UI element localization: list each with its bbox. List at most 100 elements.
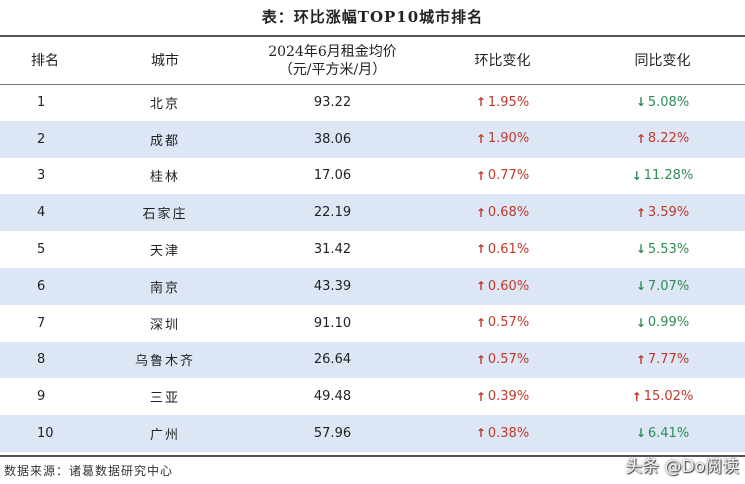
cell-rank: 3 bbox=[37, 168, 46, 184]
mom-change: ↑ 0.57% bbox=[476, 352, 529, 367]
arrow-up-icon: ↑ bbox=[475, 352, 486, 367]
arrow-down-icon: ↓ bbox=[631, 168, 642, 183]
watermark: 头条 @Do阅读 bbox=[625, 457, 739, 477]
cell-city: 广州 bbox=[90, 415, 240, 452]
cell-mom: ↑ 0.68% bbox=[425, 194, 580, 232]
yoy-change: ↓ 5.08% bbox=[636, 95, 689, 110]
yoy-change: ↑ 7.77% bbox=[636, 352, 689, 367]
table-row: 3 桂林 17.06 ↑ 0.77% ↓ 11.28% bbox=[0, 158, 745, 195]
mom-value: 0.77% bbox=[487, 168, 530, 184]
cell-rank: 5 bbox=[37, 242, 46, 258]
cell-price: 26.64 bbox=[240, 341, 425, 379]
arrow-up-icon: ↑ bbox=[475, 389, 486, 404]
cell-city: 天津 bbox=[149, 244, 180, 260]
yoy-value: 8.22% bbox=[647, 131, 690, 147]
yoy-value: 5.53% bbox=[647, 241, 690, 257]
cell-rank: 6 bbox=[0, 267, 90, 305]
cell-yoy: ↑ 15.02% bbox=[580, 378, 745, 415]
cell-price: 22.19 bbox=[240, 194, 425, 232]
cell-city: 石家庄 bbox=[90, 194, 240, 232]
mom-value: 0.60% bbox=[487, 278, 530, 294]
ranking-table: 排名 城市 2024年6月租金均价 （元/平方米/月） 环比变化 同比变化 1 北… bbox=[0, 37, 745, 452]
mom-change: ↑ 0.39% bbox=[476, 389, 529, 404]
table-row: 7 深圳 91.10 ↑ 0.57% ↓ 0.99% bbox=[0, 305, 745, 342]
cell-mom: ↑ 0.60% bbox=[425, 267, 580, 305]
header-yoy: 同比变化 bbox=[634, 52, 691, 69]
cell-mom: ↑ 0.57% bbox=[425, 341, 580, 379]
cell-yoy: ↓ 5.08% bbox=[580, 84, 745, 121]
header-price-line1: 2024年6月租金均价 bbox=[268, 43, 397, 60]
source-note: 数据来源：诸葛数据研究中心 bbox=[4, 464, 174, 478]
yoy-value: 7.07% bbox=[647, 278, 690, 294]
arrow-up-icon: ↑ bbox=[475, 315, 486, 330]
table-row: 6 南京 43.39 ↑ 0.60% ↓ 7.07% bbox=[0, 267, 745, 305]
header-mom: 环比变化 bbox=[474, 52, 531, 69]
cell-rank: 9 bbox=[37, 389, 46, 405]
table-body: 1 北京 93.22 ↑ 1.95% ↓ 5.08% 2 成都 38.06 ↑ 1.90% ↑ 8.22%… bbox=[0, 84, 745, 452]
cell-yoy: ↓ 7.07% bbox=[580, 267, 745, 305]
mom-change: ↑ 0.60% bbox=[476, 279, 529, 294]
yoy-change: ↓ 7.07% bbox=[636, 279, 689, 294]
cell-yoy: ↓ 5.53% bbox=[580, 231, 745, 268]
arrow-up-icon: ↑ bbox=[475, 279, 486, 294]
arrow-up-icon: ↑ bbox=[475, 205, 486, 220]
arrow-up-icon: ↑ bbox=[475, 95, 486, 110]
yoy-value: 6.41% bbox=[647, 425, 690, 441]
cell-rank: 8 bbox=[0, 341, 90, 379]
cell-mom: ↑ 1.90% bbox=[425, 120, 580, 158]
arrow-down-icon: ↓ bbox=[635, 426, 646, 441]
header-rule bbox=[0, 84, 745, 85]
cell-price: 57.96 bbox=[240, 415, 425, 452]
mom-value: 0.38% bbox=[487, 425, 530, 441]
header-row: 排名 城市 2024年6月租金均价 （元/平方米/月） 环比变化 同比变化 bbox=[0, 37, 745, 84]
cell-city: 乌鲁木齐 bbox=[90, 341, 240, 379]
mom-value: 0.57% bbox=[487, 315, 530, 331]
table-row: 5 天津 31.42 ↑ 0.61% ↓ 5.53% bbox=[0, 231, 745, 268]
cell-price: 17.06 bbox=[313, 168, 352, 184]
table-row: 9 三亚 49.48 ↑ 0.39% ↑ 15.02% bbox=[0, 378, 745, 415]
yoy-change: ↓ 6.41% bbox=[636, 426, 689, 441]
header-city: 城市 bbox=[151, 52, 179, 69]
yoy-change: ↑ 8.22% bbox=[636, 131, 689, 146]
cell-city: 成都 bbox=[90, 120, 240, 158]
cell-mom: ↑ 0.39% bbox=[425, 378, 580, 415]
cell-price: 31.42 bbox=[313, 242, 352, 258]
yoy-value: 11.28% bbox=[643, 168, 694, 184]
top-rule bbox=[0, 35, 745, 37]
arrow-up-icon: ↑ bbox=[635, 205, 646, 220]
mom-value: 0.68% bbox=[487, 205, 530, 221]
cell-city: 深圳 bbox=[149, 317, 180, 333]
yoy-value: 15.02% bbox=[643, 389, 694, 405]
mom-value: 0.39% bbox=[487, 389, 530, 405]
table-row: 1 北京 93.22 ↑ 1.95% ↓ 5.08% bbox=[0, 84, 745, 121]
mom-change: ↑ 0.57% bbox=[476, 315, 529, 330]
yoy-value: 7.77% bbox=[647, 352, 690, 368]
mom-change: ↑ 0.68% bbox=[476, 205, 529, 220]
cell-price: 93.22 bbox=[313, 94, 352, 110]
yoy-value: 0.99% bbox=[647, 315, 690, 331]
cell-yoy: ↓ 0.99% bbox=[580, 305, 745, 342]
cell-rank: 10 bbox=[0, 415, 90, 452]
arrow-up-icon: ↑ bbox=[475, 242, 486, 257]
cell-yoy: ↓ 6.41% bbox=[580, 415, 745, 452]
cell-yoy: ↑ 8.22% bbox=[580, 120, 745, 158]
table-row: 4 石家庄 22.19 ↑ 0.68% ↑ 3.59% bbox=[0, 194, 745, 232]
cell-mom: ↑ 0.38% bbox=[425, 415, 580, 452]
cell-city: 北京 bbox=[149, 96, 180, 112]
yoy-change: ↓ 11.28% bbox=[632, 168, 694, 183]
arrow-down-icon: ↓ bbox=[635, 242, 646, 257]
cell-mom: ↑ 0.61% bbox=[425, 231, 580, 268]
table-row: 10 广州 57.96 ↑ 0.38% ↓ 6.41% bbox=[0, 415, 745, 452]
mom-value: 0.57% bbox=[487, 352, 530, 368]
cell-city: 桂林 bbox=[149, 170, 180, 186]
cell-yoy: ↓ 11.28% bbox=[580, 158, 745, 195]
table-title: 表：环比涨幅TOP10城市排名 bbox=[261, 8, 484, 26]
cell-price: 91.10 bbox=[313, 315, 352, 331]
mom-change: ↑ 0.77% bbox=[476, 168, 529, 183]
table-row: 8 乌鲁木齐 26.64 ↑ 0.57% ↑ 7.77% bbox=[0, 341, 745, 379]
mom-value: 0.61% bbox=[487, 241, 530, 257]
cell-price: 38.06 bbox=[240, 120, 425, 158]
cell-rank: 2 bbox=[0, 120, 90, 158]
header-rank: 排名 bbox=[31, 52, 59, 69]
cell-price: 43.39 bbox=[240, 267, 425, 305]
